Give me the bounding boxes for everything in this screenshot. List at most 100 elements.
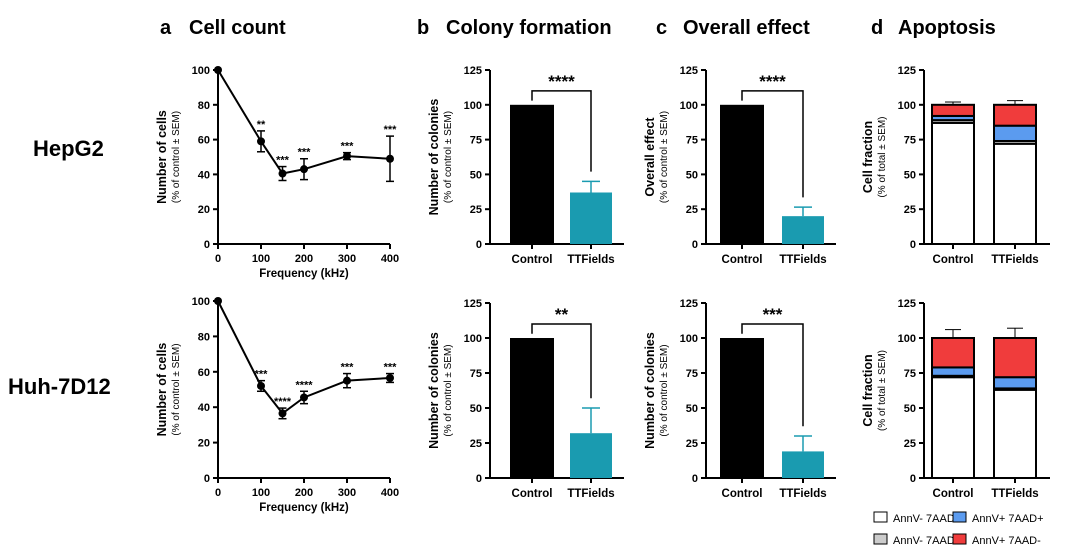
y-tick-label: 100 bbox=[464, 333, 482, 345]
y-tick-label: 60 bbox=[198, 367, 210, 379]
legend-label: AnnV- 7AAD- bbox=[893, 513, 959, 525]
significance-bracket bbox=[531, 90, 592, 172]
significance-label: *** bbox=[763, 305, 783, 324]
significance-label: *** bbox=[384, 124, 398, 136]
bar bbox=[782, 451, 824, 478]
x-tick-label: TTFields bbox=[779, 488, 826, 500]
x-tick-label: 400 bbox=[381, 487, 399, 499]
series-line bbox=[217, 300, 391, 415]
y-tick-label: 20 bbox=[198, 438, 210, 450]
stacked-bar-segment bbox=[931, 366, 975, 377]
y-tick-label: 100 bbox=[192, 65, 210, 77]
y-tick-label: 0 bbox=[692, 239, 698, 251]
significance-label: *** bbox=[384, 362, 398, 374]
stacked-bar-segment bbox=[993, 388, 1037, 479]
stacked-bar-segment bbox=[931, 337, 975, 369]
data-point bbox=[343, 152, 351, 161]
y-tick-label: 25 bbox=[686, 438, 698, 450]
bar bbox=[720, 104, 764, 244]
x-tick-label: Control bbox=[933, 254, 974, 266]
series-line bbox=[217, 69, 391, 175]
data-point bbox=[386, 373, 394, 382]
stacked-bar-segment bbox=[993, 103, 1037, 127]
significance-label: *** bbox=[341, 362, 355, 374]
significance-label: **** bbox=[274, 396, 292, 408]
legend-swatch bbox=[952, 533, 967, 545]
y-tick-label: 25 bbox=[686, 204, 698, 216]
y-tick-label: 50 bbox=[686, 403, 698, 415]
stacked-bar-segment bbox=[993, 124, 1037, 142]
y-tick-label: 75 bbox=[470, 135, 482, 147]
bar bbox=[720, 338, 764, 478]
y-tick-label: 25 bbox=[904, 438, 916, 450]
chart-c-huh: 0 25 50 75 100 125 Number of colonies (% of con… bbox=[643, 298, 836, 500]
data-point bbox=[278, 409, 287, 418]
y-tick-label: 100 bbox=[192, 296, 210, 308]
y-tick-label: 40 bbox=[198, 402, 210, 414]
y-axis-label: Number of cells bbox=[155, 110, 169, 204]
y-tick-label: 0 bbox=[910, 473, 916, 485]
y-tick-label: 0 bbox=[910, 239, 916, 251]
panel-b-title: Colony formation bbox=[446, 17, 612, 39]
bar bbox=[570, 192, 612, 244]
data-point bbox=[300, 393, 308, 402]
data-point bbox=[214, 297, 222, 305]
bar bbox=[782, 216, 824, 244]
chart-b-hepg2: 0 25 50 75 100 125 Number of colonies (% of con… bbox=[427, 65, 624, 266]
y-axis-label: Overall effect bbox=[643, 117, 657, 197]
y-tick-label: 125 bbox=[464, 65, 482, 77]
chart-c-hepg2: 0 25 50 75 100 125 Overall effect (% of control… bbox=[643, 65, 836, 266]
x-tick-label: Control bbox=[512, 254, 553, 266]
x-axis-label: Frequency (kHz) bbox=[259, 502, 349, 514]
y-tick-label: 0 bbox=[476, 473, 482, 485]
significance-label: ** bbox=[257, 119, 266, 131]
y-tick-label: 125 bbox=[898, 65, 916, 77]
x-tick-label: 300 bbox=[338, 487, 356, 499]
y-axis-sublabel: (% of control ± SEM) bbox=[443, 344, 454, 436]
y-tick-label: 50 bbox=[470, 403, 482, 415]
bar bbox=[570, 433, 612, 478]
y-tick-label: 75 bbox=[686, 135, 698, 147]
legend-label: AnnV+ 7AAD- bbox=[972, 535, 1041, 547]
y-tick-label: 25 bbox=[904, 204, 916, 216]
y-tick-label: 0 bbox=[204, 239, 210, 251]
data-point bbox=[257, 137, 265, 146]
panel-d-title: Apoptosis bbox=[898, 17, 996, 39]
data-point bbox=[214, 66, 222, 74]
y-tick-label: 100 bbox=[898, 100, 916, 112]
x-tick-label: 200 bbox=[295, 253, 313, 265]
significance-label: ** bbox=[555, 305, 569, 324]
x-tick-label: TTFields bbox=[991, 488, 1038, 500]
stacked-bar-segment bbox=[993, 376, 1037, 390]
row-label-huh7d12: Huh-7D12 bbox=[8, 374, 111, 399]
y-tick-label: 125 bbox=[464, 298, 482, 310]
significance-label: *** bbox=[341, 141, 355, 153]
data-point bbox=[278, 169, 287, 178]
y-tick-label: 80 bbox=[198, 331, 210, 343]
y-tick-label: 50 bbox=[686, 169, 698, 181]
y-tick-label: 50 bbox=[904, 169, 916, 181]
y-tick-label: 25 bbox=[470, 204, 482, 216]
y-tick-label: 100 bbox=[464, 100, 482, 112]
panel-c-letter: c bbox=[656, 17, 667, 39]
data-point bbox=[343, 376, 351, 385]
y-axis-sublabel: (% of control ± SEM) bbox=[443, 111, 454, 203]
y-axis-label: Cell fraction bbox=[861, 121, 875, 193]
significance-label: *** bbox=[255, 369, 269, 381]
legend-label: AnnV+ 7AAD+ bbox=[972, 513, 1044, 525]
chart-b-huh: 0 25 50 75 100 125 Number of colonies (% of con… bbox=[427, 298, 624, 500]
x-tick-label: 0 bbox=[215, 253, 221, 265]
y-tick-label: 100 bbox=[680, 100, 698, 112]
stacked-bar-segment bbox=[993, 337, 1037, 379]
x-tick-label: 0 bbox=[215, 487, 221, 499]
significance-label: **** bbox=[548, 72, 575, 91]
y-tick-label: 75 bbox=[904, 135, 916, 147]
apoptosis-legend: AnnV- 7AAD- AnnV+ 7AAD+ AnnV- 7AAD+ AnnV+ 7… bbox=[873, 511, 1044, 547]
panel-a-title: Cell count bbox=[189, 17, 286, 39]
y-axis-label: Number of cells bbox=[155, 343, 169, 437]
bar bbox=[510, 338, 554, 478]
y-axis-label: Number of colonies bbox=[427, 99, 441, 216]
x-tick-label: Control bbox=[722, 488, 763, 500]
significance-label: **** bbox=[295, 379, 313, 391]
stacked-bar-segment bbox=[993, 142, 1037, 245]
